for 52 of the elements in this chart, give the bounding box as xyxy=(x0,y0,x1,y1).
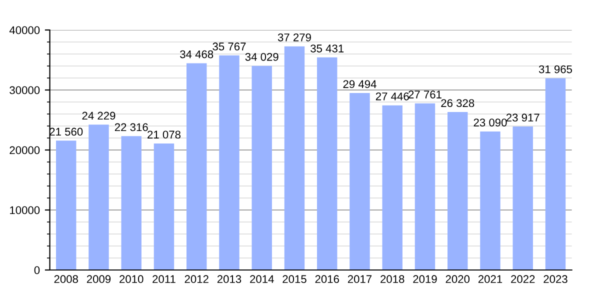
data-label: 31 965 xyxy=(538,65,572,74)
bar xyxy=(414,103,436,270)
x-tick-label: 2023 xyxy=(544,275,568,284)
data-label: 26 328 xyxy=(441,99,474,108)
data-label: 35 767 xyxy=(212,42,246,50)
bar xyxy=(252,66,272,270)
y-tick-label: 0 xyxy=(34,266,40,274)
bar xyxy=(317,57,338,270)
x-tick-label: 2020 xyxy=(446,275,470,284)
x-tick-label: 2014 xyxy=(250,275,274,284)
bar xyxy=(284,46,305,270)
x-tick-label: 2019 xyxy=(413,275,437,284)
bar xyxy=(219,55,240,270)
data-label: 37 279 xyxy=(278,33,311,42)
data-label: 27 446 xyxy=(376,92,409,100)
bar xyxy=(186,63,207,270)
data-label: 24 229 xyxy=(82,112,116,120)
bar xyxy=(448,112,468,270)
data-label: 35 431 xyxy=(310,44,344,52)
bar xyxy=(512,126,533,270)
bar xyxy=(88,124,109,270)
x-tick-label: 2021 xyxy=(478,275,502,284)
x-tick-label: 2018 xyxy=(380,275,404,284)
y-tick-label: 30000 xyxy=(10,86,40,94)
x-tick-label: 2015 xyxy=(282,275,306,284)
data-label: 34 468 xyxy=(180,50,214,58)
bar xyxy=(121,136,142,270)
bar xyxy=(154,144,174,270)
data-label: 23 090 xyxy=(474,118,507,126)
bar xyxy=(56,140,76,270)
x-tick-label: 2010 xyxy=(120,275,144,284)
x-tick-label: 2011 xyxy=(152,275,176,284)
x-tick-label: 2016 xyxy=(315,275,339,284)
data-label: 23 917 xyxy=(506,114,540,122)
data-label: 22 316 xyxy=(114,123,148,132)
data-label: 34 029 xyxy=(245,52,278,61)
x-tick-label: 2009 xyxy=(86,275,111,284)
y-tick-label: 40000 xyxy=(9,26,40,34)
data-label: 27 761 xyxy=(408,90,442,98)
x-tick-label: 2017 xyxy=(348,275,372,284)
data-label: 21 078 xyxy=(148,130,180,139)
x-tick-label: 2013 xyxy=(217,275,242,284)
bar xyxy=(545,78,566,270)
x-tick-label: 2022 xyxy=(511,275,535,284)
y-tick-label: 20000 xyxy=(10,146,40,154)
data-label: 29 494 xyxy=(343,80,376,88)
bar xyxy=(350,93,370,270)
x-tick-label: 2008 xyxy=(54,275,78,284)
y-tick-label: 10000 xyxy=(10,206,40,214)
bar xyxy=(480,131,500,270)
bar xyxy=(382,105,402,270)
x-tick-label: 2012 xyxy=(184,275,208,284)
